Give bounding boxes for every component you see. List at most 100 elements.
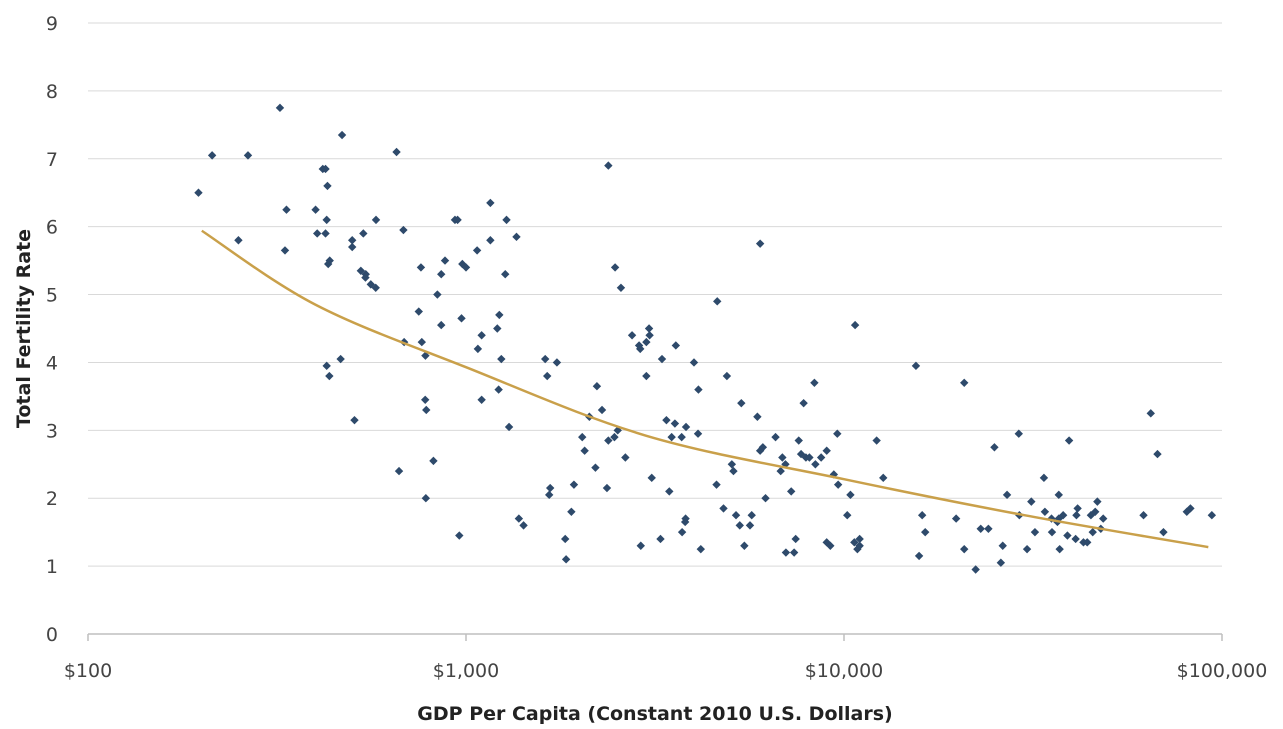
data-point <box>917 510 927 520</box>
data-point <box>662 415 671 425</box>
data-point <box>1047 514 1056 523</box>
data-point <box>850 538 859 547</box>
data-point <box>971 565 980 574</box>
data-point <box>1159 527 1168 537</box>
data-point <box>799 398 808 408</box>
data-point <box>1071 534 1080 544</box>
data-point <box>1039 473 1049 483</box>
data-point <box>371 215 381 225</box>
data-point <box>789 548 799 557</box>
data-point <box>561 555 571 564</box>
data-point <box>694 385 703 394</box>
x-axis-title: GDP Per Capita (Constant 2010 U.S. Dolla… <box>417 703 892 725</box>
data-point <box>512 232 521 242</box>
x-tick-label: $100,000 <box>1177 660 1268 682</box>
data-point <box>392 147 401 157</box>
data-point <box>1014 429 1023 438</box>
data-point <box>735 521 744 530</box>
data-point <box>712 480 721 489</box>
gridlines <box>88 22 1222 567</box>
data-point <box>740 541 749 550</box>
data-point <box>495 310 504 320</box>
data-point <box>597 405 607 415</box>
data-point <box>794 436 803 445</box>
axes <box>87 633 1223 641</box>
y-tick-label: 4 <box>46 352 58 374</box>
data-point <box>776 466 785 476</box>
data-point <box>421 494 431 503</box>
data-point <box>275 103 285 113</box>
data-point <box>325 256 334 265</box>
data-point <box>787 487 796 496</box>
data-point <box>677 432 686 442</box>
data-point <box>833 480 843 489</box>
data-point <box>642 371 651 381</box>
data-point <box>1055 544 1064 554</box>
data-point <box>719 504 728 513</box>
data-point <box>627 331 637 340</box>
data-point <box>833 429 842 438</box>
data-point <box>1139 510 1148 520</box>
data-point <box>1063 531 1072 540</box>
data-point <box>911 361 921 371</box>
data-point <box>1047 527 1057 537</box>
y-axis-title: Total Fertility Rate <box>13 229 35 428</box>
data-point <box>543 371 552 381</box>
data-point <box>667 432 676 442</box>
data-point <box>846 490 855 500</box>
data-point <box>502 215 511 225</box>
y-tick-label: 9 <box>46 13 58 35</box>
data-point <box>578 432 587 442</box>
data-point <box>282 205 291 214</box>
data-point <box>1022 544 1032 554</box>
data-point <box>350 415 359 425</box>
data-point <box>729 466 738 476</box>
data-point <box>433 290 442 299</box>
data-point <box>1040 507 1050 516</box>
data-point <box>1072 510 1081 520</box>
data-point <box>417 337 427 347</box>
data-point <box>984 524 993 533</box>
data-point <box>399 225 408 235</box>
data-point <box>1099 514 1108 523</box>
data-point <box>747 510 756 520</box>
data-point <box>998 541 1007 550</box>
data-point <box>1088 527 1097 537</box>
data-point <box>323 181 332 191</box>
data-point <box>336 354 345 364</box>
data-point <box>642 337 651 347</box>
data-point <box>311 205 320 214</box>
data-point <box>453 215 462 225</box>
data-point <box>493 324 502 333</box>
data-point <box>826 541 835 550</box>
data-point <box>727 460 737 469</box>
data-point <box>1186 504 1195 513</box>
y-tick-label: 2 <box>46 488 58 510</box>
data-point <box>681 514 690 523</box>
data-point <box>494 385 503 394</box>
y-tick-label: 0 <box>46 624 58 646</box>
data-point <box>829 470 839 479</box>
data-point <box>781 460 790 469</box>
data-point <box>569 480 579 489</box>
data-point <box>519 521 528 530</box>
data-point <box>394 466 404 476</box>
data-point <box>416 263 426 272</box>
data-point <box>313 229 322 238</box>
data-points <box>194 103 1217 574</box>
data-point <box>486 236 495 245</box>
data-point <box>1064 436 1074 445</box>
data-point <box>545 490 554 500</box>
data-point <box>545 483 555 493</box>
data-point <box>872 436 881 445</box>
data-point <box>322 215 331 225</box>
data-point <box>758 443 768 452</box>
data-point <box>321 229 330 238</box>
data-point <box>610 263 620 272</box>
data-point <box>540 354 550 364</box>
data-point <box>580 446 589 455</box>
data-point <box>321 164 330 174</box>
data-point <box>337 130 347 140</box>
y-tick-label: 6 <box>46 217 58 239</box>
x-tick-label: $1,000 <box>433 660 499 682</box>
